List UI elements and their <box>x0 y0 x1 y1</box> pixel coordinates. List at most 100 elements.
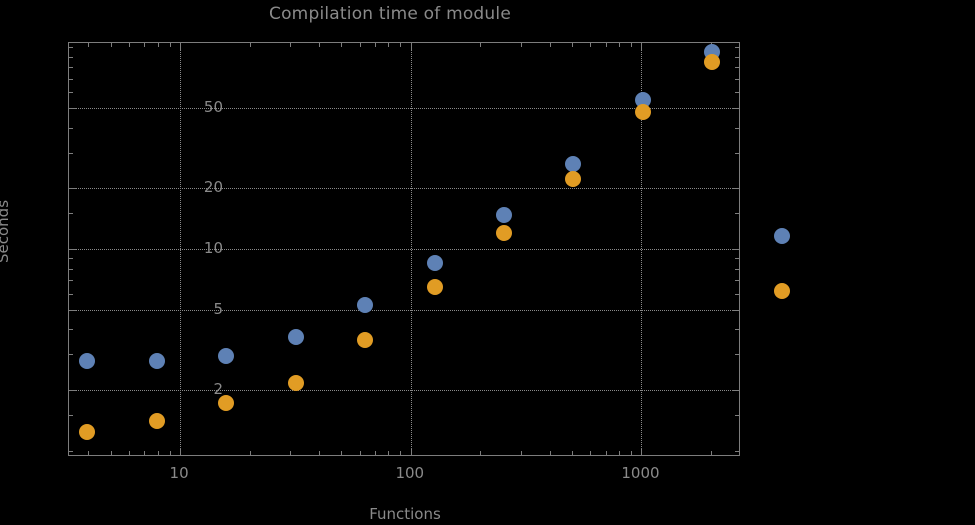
tick-y-minor <box>69 127 73 129</box>
tick-x-minor-top <box>400 43 402 47</box>
tick-y-minor-right <box>735 450 739 452</box>
tick-y-minor <box>69 354 73 356</box>
data-point <box>426 255 443 272</box>
tick-y-minor <box>69 258 73 260</box>
tick-x-major <box>641 448 643 455</box>
data-point <box>357 331 374 348</box>
gridline-x <box>641 43 643 455</box>
tick-x-minor <box>290 451 292 455</box>
tick-x-minor-top <box>619 43 621 47</box>
tick-y-major-right <box>732 309 739 311</box>
tick-y-minor-right <box>735 56 739 58</box>
tick-y-minor-right <box>735 78 739 80</box>
tick-x-minor-top <box>388 43 390 47</box>
tick-x-minor-top <box>318 43 320 47</box>
data-point <box>79 424 96 441</box>
gridline-y <box>69 309 739 311</box>
tick-y-minor-right <box>735 415 739 417</box>
tick-x-minor <box>128 451 130 455</box>
tick-x-minor <box>572 451 574 455</box>
tick-y-minor <box>69 47 73 49</box>
tick-x-minor <box>400 451 402 455</box>
tick-y-minor-right <box>735 268 739 270</box>
tick-x-minor-top <box>88 43 90 47</box>
tick-x-major <box>410 448 412 455</box>
data-point <box>357 297 374 314</box>
tick-x-minor <box>710 451 712 455</box>
gridline-x <box>410 43 412 455</box>
x-tick-label: 10 <box>169 464 189 482</box>
tick-y-major <box>69 309 76 311</box>
tick-x-minor-top <box>157 43 159 47</box>
tick-x-minor-top <box>249 43 251 47</box>
tick-x-minor-top <box>169 43 171 47</box>
gridline-y <box>69 188 739 190</box>
tick-y-minor-right <box>735 66 739 68</box>
tick-y-minor <box>69 78 73 80</box>
tick-y-minor <box>69 280 73 282</box>
data-point <box>287 374 304 391</box>
tick-x-minor-top <box>549 43 551 47</box>
tick-x-minor-top <box>144 43 146 47</box>
tick-y-minor <box>69 450 73 452</box>
tick-x-major <box>180 448 182 455</box>
tick-x-minor-top <box>375 43 377 47</box>
data-point <box>426 279 443 296</box>
gridline-x <box>180 43 182 455</box>
tick-y-minor-right <box>735 47 739 49</box>
tick-y-minor-right <box>735 280 739 282</box>
tick-y-minor <box>69 66 73 68</box>
tick-x-minor <box>359 451 361 455</box>
y-tick-label: 10 <box>203 238 223 257</box>
x-axis-title: Functions <box>369 505 441 523</box>
tick-x-minor <box>318 451 320 455</box>
tick-y-minor <box>69 213 73 215</box>
data-point <box>495 207 512 224</box>
tick-x-major-top <box>641 43 643 50</box>
gridline-y <box>69 389 739 391</box>
data-point <box>634 104 651 121</box>
data-point <box>773 283 790 300</box>
tick-y-major <box>69 188 76 190</box>
tick-x-minor <box>341 451 343 455</box>
tick-y-minor-right <box>735 213 739 215</box>
data-point <box>218 348 235 365</box>
data-point <box>565 156 582 173</box>
data-point <box>218 395 235 412</box>
data-point <box>148 413 165 430</box>
y-tick-label: 20 <box>203 178 223 197</box>
gridline-y <box>69 107 739 109</box>
tick-y-major-right <box>732 389 739 391</box>
tick-y-major <box>69 248 76 250</box>
y-tick-label: 2 <box>213 379 223 398</box>
tick-x-minor <box>144 451 146 455</box>
tick-x-minor-top <box>590 43 592 47</box>
data-point <box>565 170 582 187</box>
data-point <box>773 227 790 244</box>
data-point <box>287 329 304 346</box>
tick-x-minor-top <box>605 43 607 47</box>
tick-y-minor <box>69 415 73 417</box>
tick-y-minor-right <box>735 127 739 129</box>
tick-y-major <box>69 107 76 109</box>
tick-x-minor <box>157 451 159 455</box>
tick-x-minor-top <box>110 43 112 47</box>
tick-y-minor <box>69 268 73 270</box>
tick-x-minor <box>630 451 632 455</box>
y-tick-label: 50 <box>203 97 223 116</box>
tick-x-minor-top <box>128 43 130 47</box>
tick-y-minor-right <box>735 329 739 331</box>
tick-y-minor <box>69 329 73 331</box>
tick-x-minor-top <box>520 43 522 47</box>
tick-x-minor <box>619 451 621 455</box>
gridline-y <box>69 248 739 250</box>
tick-y-minor <box>69 152 73 154</box>
tick-x-minor <box>249 451 251 455</box>
tick-y-major-right <box>732 248 739 250</box>
tick-x-minor <box>169 451 171 455</box>
tick-x-major-top <box>410 43 412 50</box>
plot-area <box>68 42 740 456</box>
tick-x-minor-top <box>359 43 361 47</box>
tick-x-minor <box>388 451 390 455</box>
